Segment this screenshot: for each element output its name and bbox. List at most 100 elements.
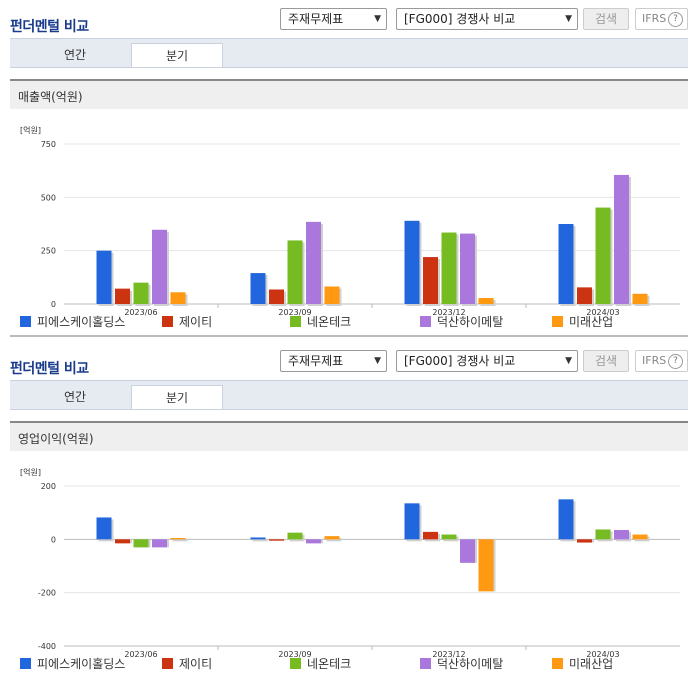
legend-label: 미래산업 (569, 657, 614, 671)
bar[interactable] (423, 531, 438, 540)
compare-group-value: [FG000] 경쟁사 비교 (404, 354, 516, 368)
legend-item[interactable]: 덕산하이메탈 (420, 655, 503, 672)
bar[interactable] (423, 257, 438, 304)
bar[interactable] (614, 530, 629, 540)
bar[interactable] (170, 292, 186, 304)
bar[interactable] (96, 250, 112, 304)
bar[interactable] (614, 174, 629, 304)
operating-profit-panel: 펀더멘털 비교 주재무제표 ▼ [FG000] 경쟁사 비교 ▼ 검색 IFRS? … (0, 350, 696, 684)
tab-annual[interactable]: 연간 (63, 390, 87, 404)
bar[interactable] (404, 220, 420, 304)
bar[interactable] (595, 207, 611, 304)
chevron-down-icon: ▼ (374, 356, 381, 366)
search-button[interactable]: 검색 (583, 8, 629, 30)
x-tick-label: 2023/12 (432, 650, 465, 658)
chevron-down-icon: ▼ (565, 356, 572, 366)
bar[interactable] (441, 534, 457, 540)
legend-item[interactable]: 네온테크 (290, 655, 351, 672)
bar[interactable] (632, 534, 648, 540)
legend-item[interactable]: 피에스케이홀딩스 (20, 655, 125, 672)
legend-label: 덕산하이메탈 (437, 315, 504, 329)
chart-title: 매출액(억원) (18, 90, 83, 104)
bar[interactable] (577, 287, 592, 304)
bar[interactable] (460, 539, 475, 563)
bar-shadow (172, 540, 188, 542)
search-button[interactable]: 검색 (583, 350, 629, 372)
bar[interactable] (460, 233, 475, 304)
y-tick-label: 250 (41, 247, 56, 256)
bar-shadow (326, 538, 342, 542)
bar[interactable] (133, 539, 149, 548)
ifrs-label: IFRS (642, 12, 667, 25)
bar-shadow (252, 539, 268, 542)
legend-label: 피에스케이홀딩스 (37, 657, 126, 671)
bar[interactable] (115, 288, 130, 304)
bar[interactable] (170, 538, 186, 540)
bar[interactable] (115, 539, 130, 544)
legend-item[interactable]: 제이티 (162, 313, 212, 330)
help-icon[interactable]: ? (668, 12, 683, 27)
statement-type-select[interactable]: 주재무제표 ▼ (280, 8, 387, 30)
statement-type-select[interactable]: 주재무제표 ▼ (280, 350, 387, 372)
bar[interactable] (269, 539, 284, 541)
bar[interactable] (324, 286, 340, 304)
legend-item[interactable]: 네온테크 (290, 313, 351, 330)
ifrs-button[interactable]: IFRS? (635, 8, 688, 30)
legend-item[interactable]: 덕산하이메탈 (420, 313, 503, 330)
legend-swatch (290, 316, 301, 327)
legend-item[interactable]: 미래산업 (552, 313, 613, 330)
bar[interactable] (595, 529, 611, 540)
bar[interactable] (269, 289, 284, 304)
y-tick-label: 0 (51, 300, 56, 309)
bar[interactable] (632, 293, 648, 304)
legend-label: 덕산하이메탈 (437, 657, 504, 671)
tab-quarterly[interactable]: 분기 (131, 385, 223, 410)
bar[interactable] (324, 536, 340, 540)
legend-swatch (420, 316, 431, 327)
bar[interactable] (96, 517, 112, 540)
legend-swatch (162, 658, 173, 669)
y-tick-label: 500 (41, 193, 56, 202)
legend-swatch (20, 316, 31, 327)
bar[interactable] (287, 240, 303, 304)
bar[interactable] (250, 273, 266, 304)
bar[interactable] (152, 539, 167, 548)
bar[interactable] (478, 539, 494, 592)
bar[interactable] (152, 229, 167, 304)
bar[interactable] (441, 232, 457, 304)
bar[interactable] (250, 537, 266, 540)
compare-group-value: [FG000] 경쟁사 비교 (404, 12, 516, 26)
bar[interactable] (558, 224, 574, 304)
legend-item[interactable]: 제이티 (162, 655, 212, 672)
tab-annual[interactable]: 연간 (63, 48, 87, 62)
tab-quarterly[interactable]: 분기 (131, 43, 223, 68)
bar[interactable] (478, 298, 494, 304)
bar[interactable] (133, 282, 149, 304)
tab-divider (10, 67, 688, 68)
bar[interactable] (306, 221, 321, 304)
statement-type-value: 주재무제표 (288, 354, 344, 368)
legend-swatch (420, 658, 431, 669)
chart-title: 영업이익(억원) (18, 432, 94, 446)
compare-group-select[interactable]: [FG000] 경쟁사 비교 ▼ (396, 350, 578, 372)
bar[interactable] (404, 503, 420, 540)
bar[interactable] (577, 539, 592, 543)
y-tick-label: 0 (51, 535, 56, 544)
legend-item[interactable]: 미래산업 (552, 655, 613, 672)
y-tick-label: -200 (38, 589, 56, 598)
bar[interactable] (306, 539, 321, 544)
operating-profit-bar-chart: [억원] -400 -200 0 200 2023/06 2023/09 2023/12 202… (20, 467, 680, 658)
x-tick-label: 2023/06 (124, 308, 157, 316)
x-tick-label: 2023/09 (278, 308, 311, 316)
bar[interactable] (287, 532, 303, 540)
legend-label: 제이티 (179, 657, 213, 671)
page-title: 펀더멘털 비교 (10, 361, 89, 377)
ifrs-button[interactable]: IFRS? (635, 350, 688, 372)
legend-item[interactable]: 피에스케이홀딩스 (20, 313, 125, 330)
chevron-down-icon: ▼ (374, 14, 381, 24)
panel-header: 펀더멘털 비교 주재무제표 ▼ [FG000] 경쟁사 비교 ▼ 검색 IFRS? (0, 8, 696, 38)
help-icon[interactable]: ? (668, 354, 683, 369)
legend-label: 네온테크 (307, 315, 352, 329)
bar[interactable] (558, 499, 574, 540)
compare-group-select[interactable]: [FG000] 경쟁사 비교 ▼ (396, 8, 578, 30)
